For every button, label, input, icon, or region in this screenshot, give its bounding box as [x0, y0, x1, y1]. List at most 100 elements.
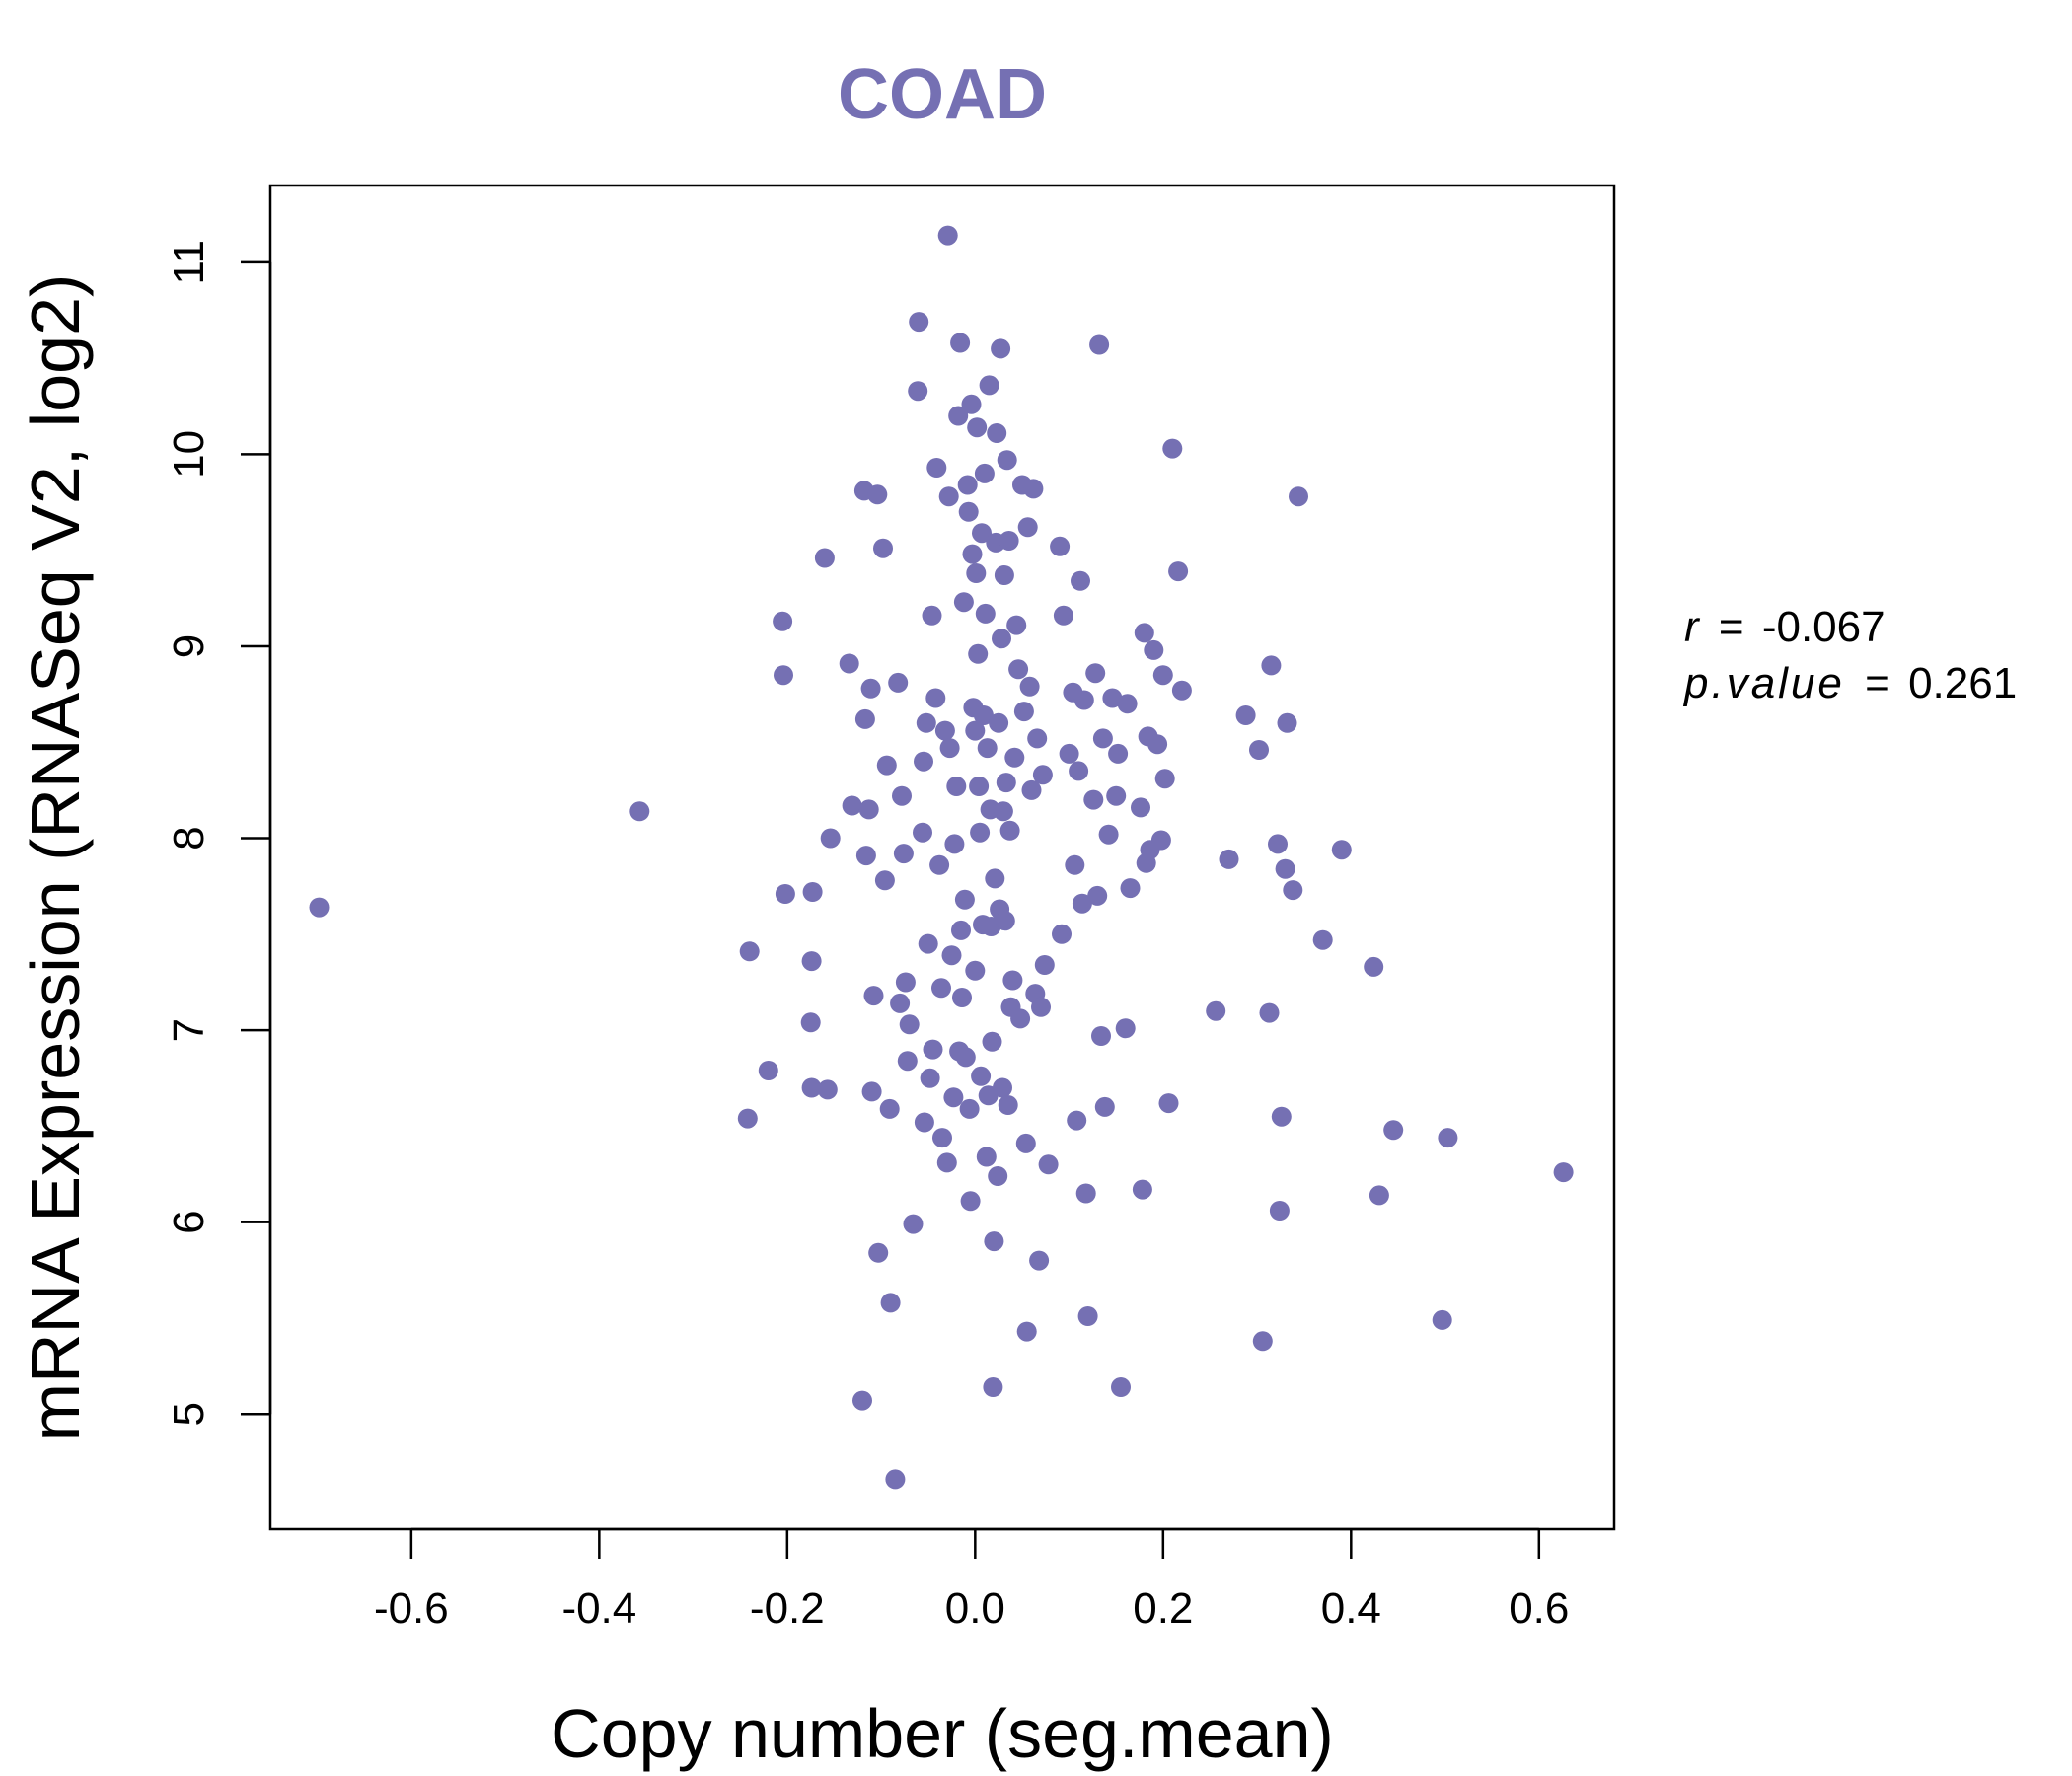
- stats-annotation: r = -0.067 p.value = 0.261: [1682, 603, 2017, 707]
- data-point-134: [1027, 728, 1048, 749]
- x-tick-label-6: 0.6: [1509, 1585, 1569, 1633]
- data-point-184: [1219, 849, 1239, 869]
- data-point-63: [944, 834, 965, 854]
- data-point-41: [909, 312, 929, 333]
- data-point-196: [1289, 486, 1308, 507]
- data-point-27: [874, 870, 895, 891]
- data-point-12: [814, 548, 835, 568]
- data-point-120: [1002, 970, 1023, 991]
- data-point-188: [1259, 1002, 1280, 1023]
- data-point-166: [1117, 694, 1138, 714]
- data-point-152: [1077, 1306, 1098, 1326]
- data-point-106: [989, 712, 1009, 733]
- data-point-178: [1154, 769, 1175, 789]
- data-point-160: [1098, 824, 1119, 845]
- data-point-203: [1438, 1128, 1458, 1148]
- data-point-124: [1010, 1008, 1031, 1029]
- data-point-187: [1252, 1331, 1273, 1352]
- y-tick-label-3: 8: [165, 826, 213, 850]
- data-point-177: [1152, 665, 1173, 686]
- data-point-191: [1269, 1201, 1290, 1221]
- data-point-146: [1067, 1110, 1087, 1131]
- data-point-93: [976, 1147, 997, 1167]
- data-point-21: [860, 678, 881, 699]
- data-point-6: [774, 665, 793, 686]
- data-point-11: [801, 1077, 822, 1098]
- x-axis-title: Copy number (seg.mean): [551, 1695, 1334, 1772]
- data-point-116: [998, 1095, 1018, 1115]
- data-point-1: [629, 801, 650, 822]
- data-point-147: [1069, 761, 1089, 781]
- data-point-85: [969, 777, 990, 796]
- data-point-169: [1132, 1179, 1152, 1200]
- data-point-5: [773, 611, 793, 631]
- data-point-50: [923, 1039, 943, 1060]
- data-point-130: [1019, 676, 1040, 697]
- data-point-20: [858, 799, 879, 820]
- data-point-202: [1432, 1309, 1452, 1330]
- data-point-75: [959, 1098, 980, 1119]
- data-point-198: [1331, 840, 1352, 860]
- x-axis: -0.6 -0.4 -0.2 0.0 0.2 0.4 0.6: [374, 1527, 1569, 1633]
- data-point-111: [993, 801, 1013, 822]
- data-point-108: [991, 338, 1011, 359]
- data-point-68: [951, 920, 971, 940]
- data-point-58: [938, 486, 959, 507]
- data-point-34: [890, 993, 911, 1013]
- data-point-25: [868, 1242, 889, 1263]
- data-point-156: [1089, 334, 1110, 355]
- data-point-162: [1106, 785, 1127, 806]
- data-point-44: [914, 751, 933, 772]
- data-point-129: [1017, 517, 1038, 538]
- data-point-183: [1206, 1000, 1226, 1021]
- data-point-71: [954, 889, 975, 910]
- data-point-109: [992, 629, 1011, 649]
- data-point-157: [1091, 1026, 1111, 1046]
- data-point-70: [953, 592, 974, 613]
- data-point-86: [970, 822, 991, 843]
- data-point-19: [855, 846, 876, 866]
- data-point-59: [937, 225, 958, 246]
- data-point-132: [1023, 479, 1044, 499]
- data-point-82: [966, 563, 987, 583]
- data-point-9: [801, 951, 822, 972]
- data-point-43: [913, 822, 932, 843]
- data-point-141: [1052, 924, 1072, 944]
- data-point-175: [1147, 734, 1168, 755]
- data-point-80: [965, 960, 986, 981]
- data-point-7: [775, 884, 795, 904]
- data-point-182: [1171, 680, 1192, 701]
- p-value: 0.261: [1908, 659, 2017, 707]
- data-point-185: [1235, 705, 1256, 725]
- data-point-161: [1102, 688, 1123, 708]
- data-point-197: [1312, 929, 1333, 950]
- x-tick-label-5: 0.4: [1321, 1585, 1381, 1633]
- r-label: r: [1684, 603, 1701, 651]
- data-point-49: [922, 605, 942, 626]
- y-tick-label-0: 5: [165, 1402, 213, 1426]
- data-point-117: [999, 531, 1019, 551]
- data-point-151: [1075, 1183, 1096, 1204]
- data-point-118: [999, 820, 1020, 841]
- data-point-60: [939, 738, 960, 759]
- points-layer: [309, 225, 1574, 1490]
- data-point-168: [1131, 797, 1150, 818]
- y-tick-label-6: 11: [165, 240, 213, 285]
- data-point-102: [985, 868, 1005, 889]
- r-equals: =: [1719, 603, 1744, 651]
- data-point-10: [800, 1012, 821, 1033]
- data-point-193: [1275, 858, 1295, 879]
- r-stat: r = -0.067: [1684, 603, 1886, 651]
- data-point-167: [1120, 878, 1141, 899]
- x-tick-label-2: -0.2: [750, 1585, 825, 1633]
- data-point-31: [885, 1469, 906, 1490]
- data-point-52: [926, 458, 947, 478]
- data-point-112: [994, 565, 1014, 585]
- data-point-176: [1150, 830, 1171, 851]
- data-point-51: [925, 688, 946, 708]
- data-point-13: [817, 1079, 838, 1100]
- data-point-96: [979, 375, 999, 396]
- data-point-195: [1283, 880, 1303, 901]
- data-point-131: [1021, 779, 1042, 800]
- data-point-87: [971, 1066, 992, 1086]
